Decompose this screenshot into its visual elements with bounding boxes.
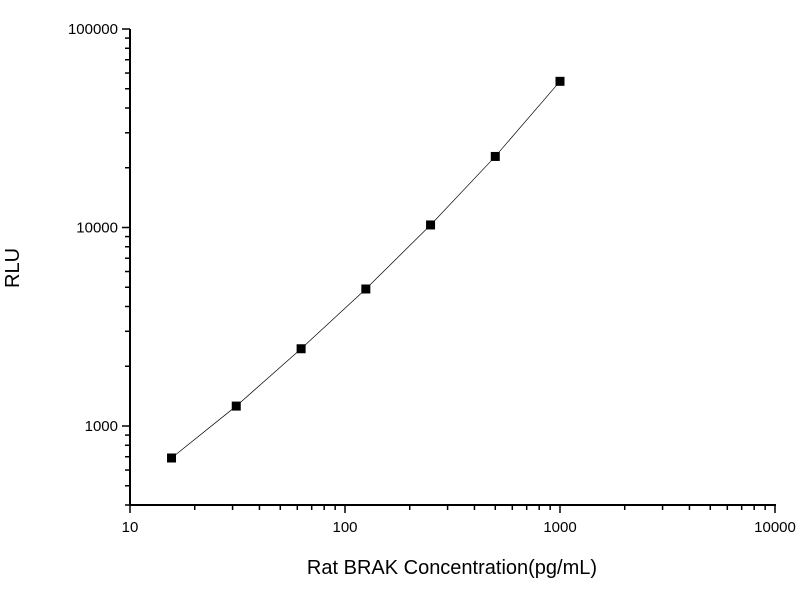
x-tick-label: 100: [332, 519, 357, 536]
axes: 10 100 1000 10000 1000 10000 100000: [68, 21, 796, 536]
data-point: [426, 220, 436, 230]
data-point: [296, 344, 306, 354]
x-tick-label: 10: [122, 519, 139, 536]
y-axis-title: RLU: [2, 248, 24, 288]
x-tick-label: 10000: [754, 519, 796, 536]
x-tick-label: 1000: [543, 519, 576, 536]
fit-line: [171, 81, 561, 459]
y-tick-label: 10000: [76, 220, 118, 237]
data-point: [231, 401, 241, 411]
curve: [171, 81, 561, 459]
y-tick-label: 1000: [85, 418, 118, 435]
data-point: [555, 76, 565, 86]
x-axis-title: Rat BRAK Concentration(pg/mL): [307, 557, 597, 579]
y-tick-label: 100000: [68, 21, 118, 38]
data-point: [167, 453, 177, 463]
data-points: [167, 76, 565, 463]
data-point: [490, 151, 500, 161]
data-point: [361, 284, 371, 294]
